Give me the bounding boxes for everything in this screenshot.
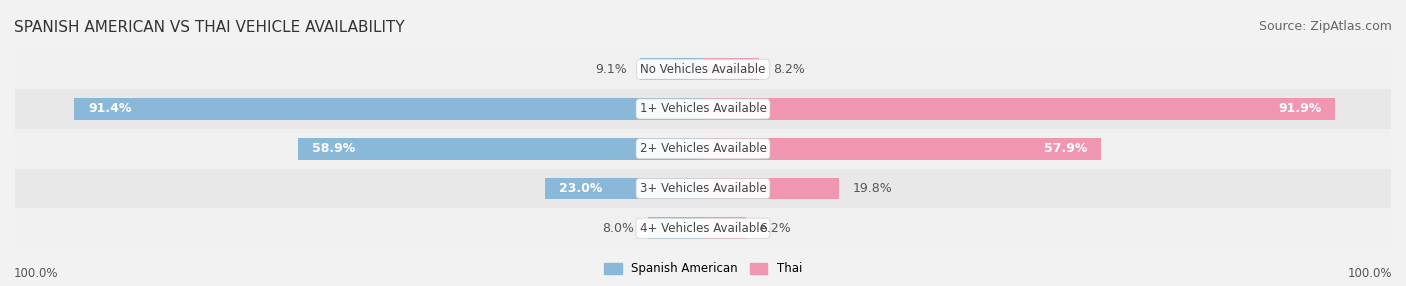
Text: 57.9%: 57.9% <box>1045 142 1088 155</box>
Bar <box>703 178 839 199</box>
Text: 1+ Vehicles Available: 1+ Vehicles Available <box>640 102 766 116</box>
Text: SPANISH AMERICAN VS THAI VEHICLE AVAILABILITY: SPANISH AMERICAN VS THAI VEHICLE AVAILAB… <box>14 20 405 35</box>
Bar <box>15 49 1391 89</box>
Bar <box>15 89 1391 129</box>
Text: 91.4%: 91.4% <box>89 102 131 116</box>
Text: 3+ Vehicles Available: 3+ Vehicles Available <box>640 182 766 195</box>
Bar <box>544 178 703 199</box>
Bar <box>15 208 1391 248</box>
Bar <box>15 169 1391 208</box>
Text: 8.0%: 8.0% <box>602 222 634 235</box>
Text: 9.1%: 9.1% <box>595 63 627 76</box>
Bar <box>640 58 703 80</box>
Bar <box>703 58 759 80</box>
Text: 6.2%: 6.2% <box>759 222 792 235</box>
Bar <box>648 217 703 239</box>
Text: 100.0%: 100.0% <box>1347 267 1392 280</box>
Bar <box>703 217 745 239</box>
Bar <box>298 138 703 160</box>
Bar <box>75 98 703 120</box>
Text: No Vehicles Available: No Vehicles Available <box>640 63 766 76</box>
Legend: Spanish American, Thai: Spanish American, Thai <box>599 258 807 280</box>
Text: Source: ZipAtlas.com: Source: ZipAtlas.com <box>1258 20 1392 33</box>
Text: 100.0%: 100.0% <box>14 267 59 280</box>
Text: 19.8%: 19.8% <box>853 182 893 195</box>
Text: 23.0%: 23.0% <box>558 182 602 195</box>
Bar <box>703 138 1101 160</box>
Text: 58.9%: 58.9% <box>312 142 354 155</box>
Text: 91.9%: 91.9% <box>1278 102 1322 116</box>
Text: 8.2%: 8.2% <box>773 63 806 76</box>
Text: 4+ Vehicles Available: 4+ Vehicles Available <box>640 222 766 235</box>
Text: 2+ Vehicles Available: 2+ Vehicles Available <box>640 142 766 155</box>
Bar <box>703 98 1336 120</box>
Bar <box>15 129 1391 169</box>
